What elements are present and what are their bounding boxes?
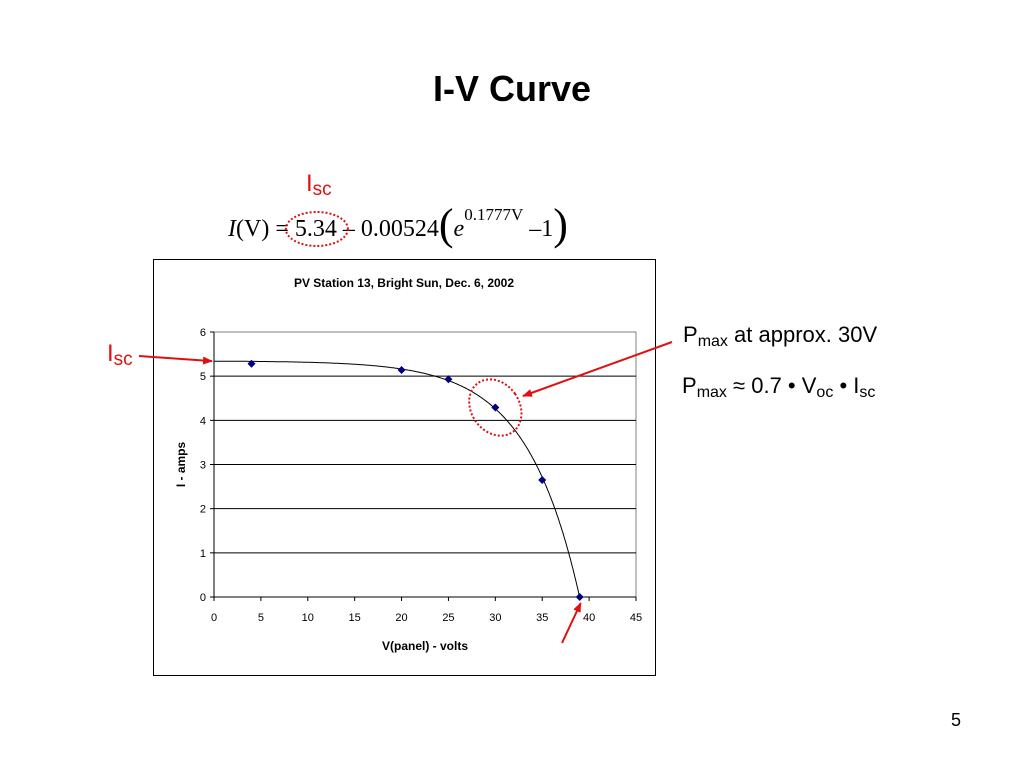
equation-equals: = (275, 216, 289, 242)
x-tick-label: 15 (349, 612, 361, 624)
isc-arrow (138, 355, 213, 365)
x-tick-label: 30 (489, 612, 501, 624)
x-tick-label: 10 (302, 612, 314, 624)
pmax-formula-oc: oc (816, 384, 834, 401)
pmax-location-text: at approx. 30V (734, 322, 878, 347)
data-point-marker (491, 403, 500, 412)
fit-curve-line (213, 360, 581, 598)
equation-close-paren: ) (553, 200, 568, 249)
equation-isc-term: 5.34 (294, 216, 337, 242)
chart-title: PV Station 13, Bright Sun, Dec. 6, 2002 (294, 276, 514, 290)
pmax-sub: max (697, 333, 728, 350)
x-tick-label: 35 (536, 612, 548, 624)
data-point-marker (247, 359, 256, 368)
equation-lhs: I (228, 216, 236, 242)
x-tick-label: 25 (442, 612, 454, 624)
equation-open-paren: ( (438, 200, 454, 249)
pmax-formula-sub: max (696, 384, 727, 401)
equation-e: e (453, 216, 465, 242)
pmax-formula-p: P (682, 373, 697, 398)
x-axis-label: V(panel) - volts (382, 639, 468, 653)
x-tick-label: 20 (395, 612, 407, 624)
pmax-formula-note: Pmax ≈ 0.7 • Voc • Isc (682, 373, 875, 402)
isc-top-main: I (306, 170, 313, 197)
pmax-formula-isc: • I (839, 373, 860, 398)
isc-left-main: I (107, 340, 114, 367)
annotation-layer (138, 211, 673, 644)
data-point-marker (444, 375, 453, 384)
isc-top-sub: sc (312, 179, 332, 200)
y-tick-label: 3 (200, 460, 206, 472)
pmax-highlight-ellipse (468, 378, 523, 437)
equation-lhs-arg: (V) (236, 216, 270, 242)
pmax-formula-sc: sc (859, 384, 876, 401)
equation-coefficient: 0.00524 (360, 216, 439, 242)
x-tick-label: 40 (583, 612, 595, 624)
isc-top-label: Isc (306, 170, 332, 201)
data-point-marker (575, 593, 584, 601)
y-tick-label: 6 (200, 327, 206, 339)
y-tick-label: 2 (200, 504, 206, 516)
pmax-arrow (522, 341, 673, 397)
x-tick-label: 0 (211, 612, 217, 624)
page-number: 5 (950, 710, 961, 730)
pmax-location-note: Pmax at approx. 30V (683, 322, 877, 351)
y-tick-label: 4 (200, 415, 206, 427)
y-tick-label: 1 (200, 548, 206, 560)
x-tick-label: 45 (630, 612, 642, 624)
slide-title: I-V Curve (432, 68, 592, 109)
x-tick-label: 5 (258, 612, 264, 624)
pmax-formula-mid: ≈ 0.7 • V (733, 373, 817, 398)
voc-arrow (561, 602, 582, 644)
isc-left-label: Isc (107, 340, 133, 371)
data-point-marker (397, 365, 406, 374)
pmax-p: P (683, 322, 698, 347)
y-axis-label: I - amps (174, 442, 188, 488)
equation-exponent: 0.1777V (464, 205, 524, 224)
y-tick-label: 5 (200, 371, 206, 383)
equation-minus-one: –1 (529, 216, 554, 242)
data-point-marker (538, 475, 547, 484)
isc-term-highlight-ellipse (284, 211, 349, 247)
y-tick-label: 0 (200, 592, 206, 604)
isc-left-sub: sc (113, 349, 133, 370)
